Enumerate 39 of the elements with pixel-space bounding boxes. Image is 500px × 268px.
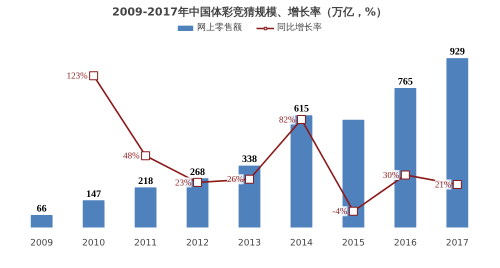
data-label: 765	[398, 76, 413, 88]
data-label: 615	[294, 104, 309, 115]
data-label: -4%	[332, 206, 348, 216]
data-label: 338	[242, 154, 257, 166]
x-tick-label: 2016	[394, 238, 418, 248]
data-label: 268	[190, 166, 206, 178]
legend-label: 网上零售额	[197, 22, 242, 34]
data-label: 30%	[382, 170, 400, 180]
x-tick-label: 2011	[134, 238, 158, 248]
data-label: 21%	[434, 180, 452, 190]
data-label: 147	[86, 188, 102, 200]
point	[452, 180, 462, 190]
x-tick-label: 2010	[82, 238, 106, 248]
x-tick-label: 2009	[30, 238, 54, 248]
x-tick-label: 2015	[342, 238, 365, 248]
x-tick-label: 2014	[290, 238, 314, 248]
bar	[134, 187, 156, 228]
bar	[82, 200, 105, 228]
bar	[30, 215, 53, 228]
point	[400, 170, 410, 180]
data-label: 218	[138, 176, 154, 187]
data-label: 23%	[175, 177, 192, 188]
point	[141, 151, 150, 160]
data-label: 66	[36, 204, 47, 215]
data-label: 48%	[123, 150, 140, 161]
data-label: 82%	[278, 114, 296, 124]
legend-label: 同比增长率	[277, 22, 322, 34]
point	[348, 206, 358, 216]
point	[193, 178, 202, 187]
point	[89, 71, 98, 80]
x-tick-label: 2012	[186, 238, 209, 248]
point	[296, 114, 306, 124]
x-tick-label: 2017	[446, 238, 469, 248]
x-tick-label: 2013	[238, 238, 261, 248]
data-label: 123%	[66, 70, 88, 81]
chart-title: 2009-2017年中国体彩竞猜规模、增长率（万亿，%）	[112, 6, 387, 18]
data-label: 929	[450, 46, 465, 58]
point	[245, 174, 254, 184]
data-label: 26%	[227, 174, 244, 184]
